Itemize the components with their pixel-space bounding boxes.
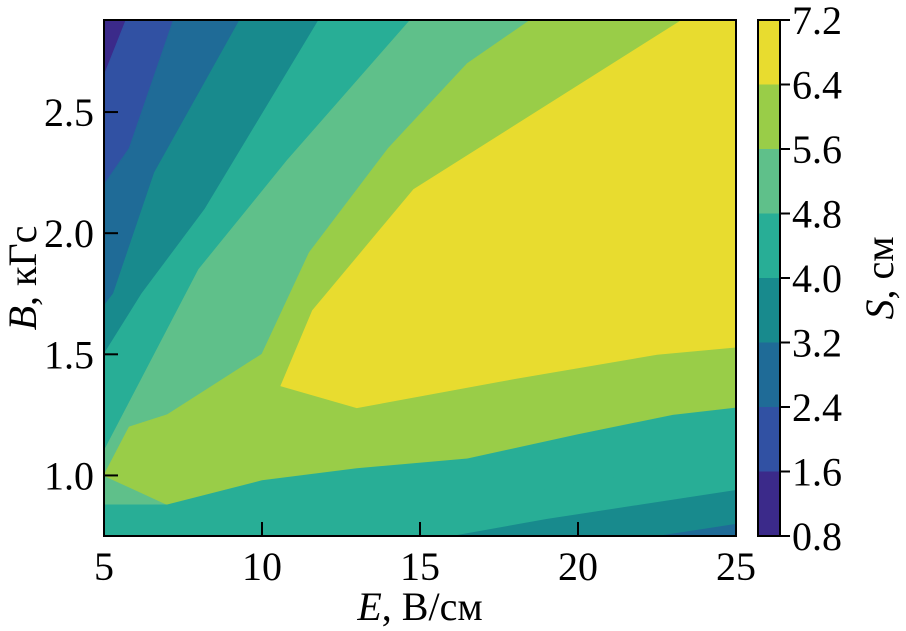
contour-region-low-3	[451, 490, 736, 536]
lower-contour-bands	[104, 407, 736, 536]
y-axis-label: B, кГс	[0, 226, 45, 331]
y-tick-label: 1.5	[44, 332, 94, 377]
x-tick-label: 10	[242, 544, 282, 589]
colorbar-tick-label: 0.8	[792, 514, 842, 559]
contour-region-low-4	[657, 523, 736, 536]
colorbar-ticks: 0.8 1.6 2.4 3.2 4.0 4.8 5.6 6.4 7.2	[780, 0, 842, 559]
y-tick-label: 1.0	[44, 453, 94, 498]
colorbar-tick-label: 7.2	[792, 0, 842, 43]
colorbar-swatch	[758, 342, 780, 407]
contour-regions	[104, 20, 736, 506]
x-tick-label: 25	[716, 544, 756, 589]
colorbar-tick-label: 5.6	[792, 127, 842, 172]
colorbar-tick-label: 3.2	[792, 321, 842, 366]
colorbar-swatch	[758, 84, 780, 149]
colorbar-swatch	[758, 278, 780, 343]
y-tick-label: 2.0	[44, 211, 94, 256]
colorbar-swatch	[758, 213, 780, 278]
x-tick-label: 20	[558, 544, 598, 589]
x-tick-label: 15	[400, 544, 440, 589]
y-tick-label: 2.5	[44, 90, 94, 135]
y-axis: 1.0 1.5 2.0 2.5	[44, 90, 118, 498]
colorbar-tick-label: 1.6	[792, 450, 842, 495]
colorbar-tick-label: 6.4	[792, 63, 842, 108]
colorbar-tick-label: 4.0	[792, 256, 842, 301]
colorbar-swatch	[758, 20, 780, 85]
colorbar-swatch	[758, 471, 780, 536]
x-axis-label: E, В/см	[356, 584, 482, 629]
contour-region-7	[280, 20, 736, 409]
x-tick-label: 5	[94, 544, 114, 589]
colorbar-tick-label: 4.8	[792, 192, 842, 237]
colorbar-tick-label: 2.4	[792, 385, 842, 430]
colorbar-swatch	[758, 407, 780, 472]
colorbar-swatch	[758, 149, 780, 214]
colorbar	[758, 20, 780, 536]
colorbar-label: S, см	[857, 236, 902, 319]
x-axis: 5 10 15 20 25	[94, 522, 756, 589]
